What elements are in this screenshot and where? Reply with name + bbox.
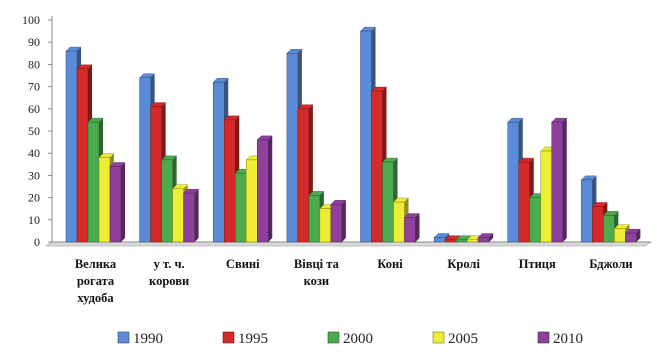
y-tick-label: 0: [34, 235, 40, 249]
category-label: Птиця: [519, 257, 556, 271]
bar-2010-7: [624, 228, 641, 243]
category-label: Свині: [226, 257, 260, 271]
y-tick-label: 20: [28, 191, 40, 205]
bar-2010-4: [404, 213, 420, 243]
legend-swatch: [117, 331, 130, 344]
legend-item-1990: 1990: [117, 331, 163, 347]
y-tick-label: 80: [28, 57, 40, 71]
legend-item-1995: 1995: [222, 331, 268, 347]
category-label: Кролі: [447, 257, 480, 271]
y-axis-ticks: 0 10 20 30 40 50 60 70 80 90 100: [22, 13, 52, 249]
legend-swatch: [327, 331, 340, 344]
legend-swatch: [432, 331, 445, 344]
legend-label: 2005: [448, 331, 478, 347]
y-tick-label: 100: [22, 13, 40, 27]
legend-item-2005: 2005: [432, 331, 478, 347]
y-tick-label: 70: [28, 80, 40, 94]
y-tick-label: 50: [28, 124, 40, 138]
category-label: Бджоли: [589, 257, 632, 271]
y-tick-label: 90: [28, 35, 40, 49]
y-tick-label: 30: [28, 168, 40, 182]
category-labels: Велика рогата худоба у т. ч. корови Свині Вівц…: [75, 257, 633, 305]
legend: 1990 1995 2000 2005 2010: [117, 331, 583, 347]
y-tick-label: 60: [28, 102, 40, 116]
bar-2010-1: [183, 188, 200, 243]
legend-label: 1995: [238, 331, 268, 347]
category-label: Коні: [377, 257, 403, 271]
bar-2010-6: [551, 117, 568, 243]
chart-bars: [65, 26, 641, 243]
category-label: Вівці та кози: [294, 257, 340, 288]
y-tick-label: 10: [28, 213, 40, 227]
bar-2010-0: [109, 162, 126, 243]
legend-item-2010: 2010: [537, 331, 583, 347]
bar-2010-3: [330, 200, 347, 243]
chart-floor: [45, 241, 652, 247]
legend-label: 2000: [343, 331, 373, 347]
legend-label: 1990: [133, 331, 163, 347]
bar-1990-5: [433, 233, 450, 243]
bar-2010-5: [477, 233, 494, 243]
category-label: у т. ч. корови: [149, 257, 189, 288]
y-tick-label: 40: [28, 146, 40, 160]
legend-swatch: [222, 331, 235, 344]
legend-item-2000: 2000: [327, 331, 373, 347]
category-label: Велика рогата худоба: [75, 257, 117, 305]
bar-2010-2: [256, 135, 273, 243]
legend-swatch: [537, 331, 550, 344]
legend-label: 2010: [553, 331, 583, 347]
